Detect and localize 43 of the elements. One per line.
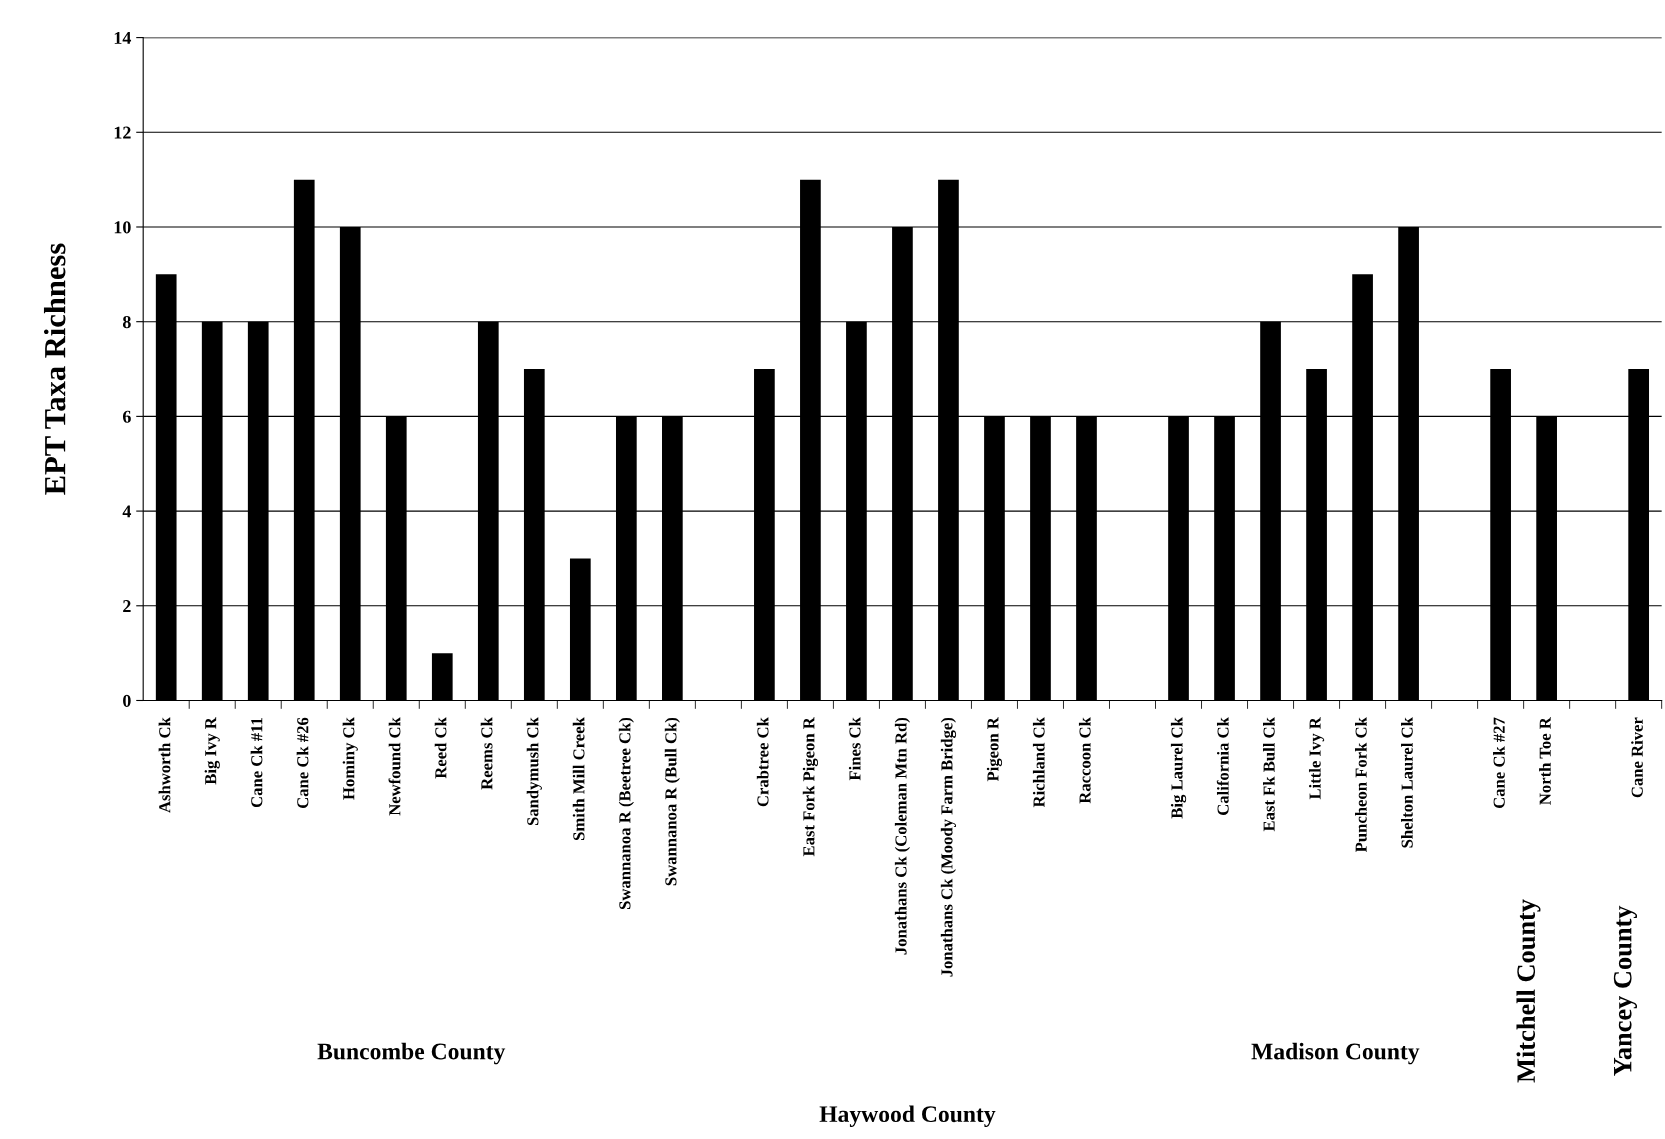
x-tick-label: Shelton Laurel Ck — [1401, 717, 1413, 848]
x-tick-label: Jonathans Ck (Coleman Mtn Rd) — [894, 717, 910, 955]
x-tick-label: East Fk Bull Ck — [1262, 717, 1275, 832]
x-tick-label: Cane River — [1631, 717, 1643, 798]
text: Haywood County — [819, 1105, 996, 1127]
y-tick-label: 4 — [122, 505, 132, 518]
x-tick-label: Crabtree Ck — [756, 717, 769, 807]
y-tick-label: 14 — [114, 31, 132, 44]
x-tick-label: Big Ivy R — [204, 717, 220, 785]
x-tick-label: Swannanoa R (Bull Ck) — [664, 717, 680, 886]
x-tick-label: Smith Mill Creek — [572, 717, 585, 841]
x-tick-label: Reems Ck — [480, 717, 493, 790]
x-tick-label: Pigeon R — [986, 717, 1003, 782]
text: Yancey County — [1613, 905, 1638, 1076]
y-tick-label: 8 — [122, 315, 131, 329]
x-tick-label: North Toe R — [1539, 717, 1551, 805]
y-tick-label: 2 — [123, 600, 131, 613]
x-tick-label: East Fork Pigeon R — [802, 717, 819, 857]
x-tick-label: Raccoon Ck — [1078, 717, 1091, 804]
x-tick-label: Cane Ck #27 — [1493, 717, 1505, 809]
x-tick-label: Puncheon Fork Ck — [1355, 717, 1367, 853]
y-tick-label: 10 — [114, 221, 131, 234]
y-tick-label: 12 — [114, 126, 131, 139]
x-tick-label: Cane Ck #11 — [250, 718, 263, 808]
x-tick-label: Richland Ck — [1032, 717, 1045, 808]
x-tick-label: Big Laurel Ck — [1170, 717, 1187, 819]
x-tick-label: Hominy Ck — [342, 717, 358, 800]
x-tick-label: Jonathans Ck (Moody Farm Bridge) — [940, 717, 957, 977]
x-tick-label: Swannanoa R (Beetree Ck) — [618, 717, 634, 910]
x-tick-label: California Ck — [1216, 717, 1229, 815]
x-tick-label: Newfound Ck — [388, 717, 401, 816]
x-tick-label: Reed Ck — [434, 717, 447, 779]
x-tick-label: Ashworth Ck — [158, 717, 171, 813]
x-tick-label: Cane Ck #26 — [296, 717, 309, 809]
y-axis-title: EPT Taxa Richness — [43, 243, 66, 495]
y-tick-label: 0 — [123, 694, 131, 707]
text: Buncombe County — [317, 1042, 506, 1065]
text: Mitchell County — [1516, 899, 1541, 1083]
x-tick-label: Fines Ck — [848, 717, 861, 781]
y-tick-label: 6 — [122, 410, 131, 423]
text: Madison County — [1251, 1042, 1420, 1065]
x-tick-label: Sandymush Ck — [526, 717, 542, 826]
x-tick-label: Little Ivy R — [1308, 717, 1325, 800]
